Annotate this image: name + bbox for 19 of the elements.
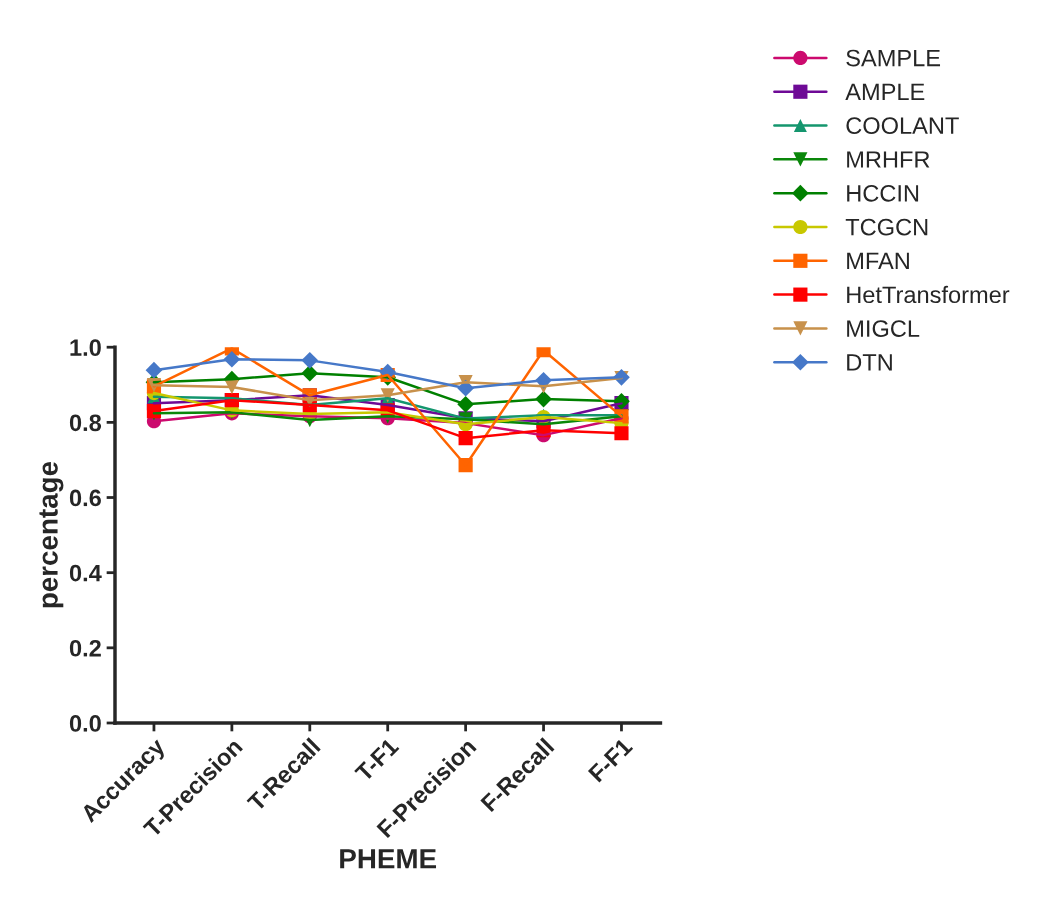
y-tick-label: 0.0 — [69, 715, 101, 732]
y-tick-label: 1.0 — [70, 339, 101, 356]
legend-label: MRHFR — [847, 151, 930, 168]
legend-label: MFAN — [847, 252, 909, 270]
legend-label: COOLANT — [846, 117, 959, 135]
legend-label: TCGCN — [845, 218, 928, 236]
legend-label: AMPLE — [845, 83, 925, 100]
point — [614, 426, 629, 441]
legend-label: MIGCL — [847, 320, 920, 337]
y-tick-label: 0.2 — [69, 639, 101, 657]
y-axis-title: percentage — [39, 461, 64, 608]
legend-label: HCCIN — [847, 184, 919, 202]
y-tick-label: 0.6 — [69, 489, 101, 507]
x-axis-title: PHEME — [340, 849, 437, 869]
legend-label: HetTransformer — [847, 285, 1010, 304]
y-tick-label: 0.8 — [69, 414, 102, 432]
legend-label: DTN — [847, 354, 892, 371]
legend-label: SAMPLE — [846, 49, 941, 67]
y-tick-label: 0.4 — [69, 564, 102, 582]
